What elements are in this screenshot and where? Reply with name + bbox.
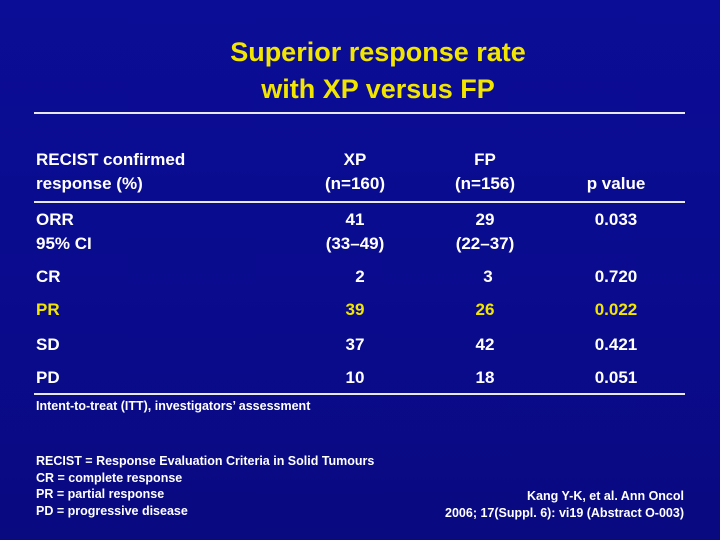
abbreviation-item: RECIST = Response Evaluation Criteria in… — [36, 454, 375, 468]
header-recist: RECIST confirmed response (%) — [36, 148, 276, 196]
citation-line-1: Kang Y-K, et al. Ann Oncol — [527, 489, 684, 503]
row-orr-label-line-1: ORR — [36, 210, 74, 229]
row-orr-label: ORR 95% CI — [36, 208, 236, 256]
header-p-value: p value — [586, 174, 646, 193]
row-pr-xp: 39 — [345, 300, 365, 319]
header-fp: FP (n=156) — [425, 148, 545, 196]
abbreviation-list: RECIST = Response Evaluation Criteria in… — [36, 453, 436, 519]
slide-title: Superior response rate with XP versus FP — [0, 34, 720, 108]
abbreviation-item: CR = complete response — [36, 470, 183, 485]
slide-title-line-1: Superior response rate — [230, 37, 526, 67]
row-orr-label-line-2: 95% CI — [36, 234, 92, 253]
row-sd-label: SD — [36, 335, 60, 354]
header-recist-line-1: RECIST confirmed — [36, 150, 186, 169]
citation-reference: Kang Y-K, et al. Ann Oncol 2006; 17(Supp… — [380, 488, 684, 521]
row-orr-xp-line-1: 41 — [345, 210, 365, 229]
header-divider — [34, 201, 685, 203]
row-cr-p: 0.720 — [594, 267, 638, 286]
row-orr-fp-line-1: 29 — [475, 210, 495, 229]
row-pd-p: 0.051 — [594, 368, 638, 387]
row-sd-fp: 42 — [475, 335, 495, 354]
header-fp-line-2: (n=156) — [455, 174, 515, 193]
header-fp-line-1: FP — [474, 150, 496, 169]
itt-footnote: Intent-to-treat (ITT), investigators’ as… — [36, 399, 311, 413]
row-pd-xp: 10 — [345, 368, 365, 387]
header-xp-line-1: XP — [343, 150, 367, 169]
row-orr-p: 0.033 — [594, 210, 638, 229]
abbreviation-item: PR = partial response — [36, 487, 165, 501]
row-cr-fp: 3 — [483, 267, 493, 286]
row-pd-fp: 18 — [475, 368, 495, 387]
header-recist-line-2: response (%) — [36, 174, 143, 193]
row-pr-p: 0.022 — [594, 300, 638, 319]
citation-line-2: 2006; 17(Suppl. 6): vi19 (Abstract O-003… — [445, 505, 684, 520]
header-xp: XP (n=160) — [295, 148, 415, 196]
row-orr-fp: 29 (22–37) — [425, 208, 545, 256]
row-cr-label: CR — [36, 267, 61, 286]
row-cr-xp: 2 — [355, 267, 365, 286]
slide-title-line-2: with XP versus FP — [261, 74, 495, 104]
row-pr-fp: 26 — [475, 300, 495, 319]
row-sd-p: 0.421 — [594, 335, 638, 354]
row-pd-label: PD — [36, 368, 60, 387]
row-orr-xp: 41 (33–49) — [295, 208, 415, 256]
row-pr-label: PR — [36, 300, 60, 319]
table-bottom-divider — [34, 393, 685, 395]
row-orr-fp-line-2: (22–37) — [455, 234, 515, 253]
header-xp-line-2: (n=160) — [325, 174, 385, 193]
title-divider — [34, 112, 685, 114]
row-sd-xp: 37 — [345, 335, 365, 354]
abbreviation-item: PD = progressive disease — [36, 503, 188, 518]
row-orr-xp-line-2: (33–49) — [325, 234, 385, 253]
